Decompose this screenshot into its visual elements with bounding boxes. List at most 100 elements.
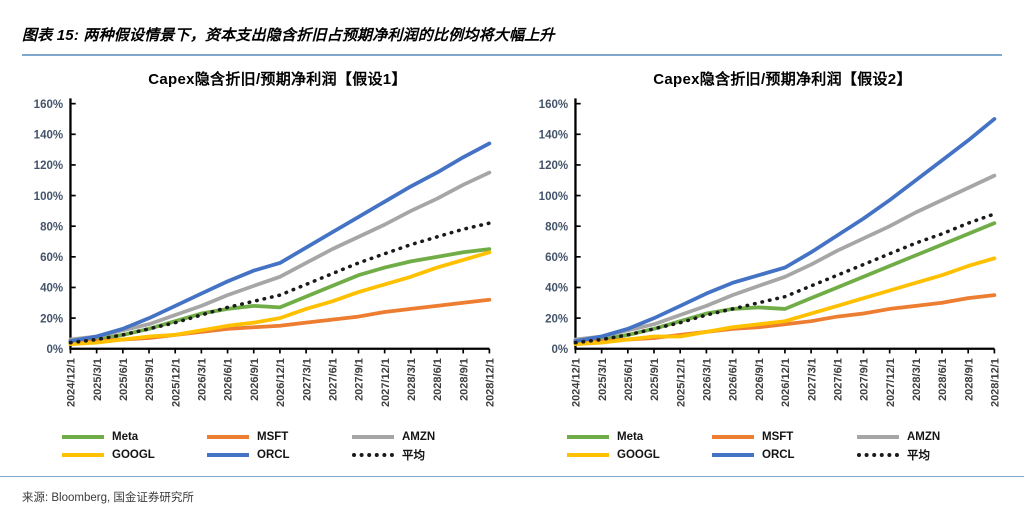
x-tick-label: 2024/12/1 [66,358,78,407]
x-tick-label: 2028/6/1 [937,358,949,401]
legend-swatch-average [352,452,394,457]
series-line-googl [573,255,997,346]
legend-swatch-average [857,452,899,457]
x-tick-label: 2027/6/1 [832,358,844,401]
axes [574,97,995,350]
legend-item-meta: Meta [62,431,207,443]
x-tick-label: 2026/3/1 [702,358,714,401]
x-tick-label: 2024/12/1 [571,358,583,407]
chart-legend-hypothesis-2: Meta MSFT AMZN GOOGL ORCL 平均 [567,431,1002,463]
chart-title-hypothesis-1: Capex隐含折旧/预期净利润【假设1】 [148,70,407,88]
y-tick-label: 80% [545,221,568,233]
legend-label-orcl: ORCL [257,448,290,461]
legend-item-average: 平均 [857,447,1002,463]
x-tick-label: 2027/12/1 [380,358,392,407]
y-tick-label: 160% [539,98,568,110]
x-tick-label: 2025/3/1 [92,358,104,401]
chart-hypothesis-2: Capex隐含折旧/预期净利润【假设2】 0% 20% 40% 60% 80% 100% 1… [521,68,1008,463]
x-tick-label: 2027/12/1 [885,358,897,407]
legend-item-amzn: AMZN [857,431,1002,443]
y-tick-label: 140% [34,129,63,141]
line-chart-hypothesis-1: 0% 20% 40% 60% 80% 100% 120% 140% 160% 2024/12/1 2… [34,97,497,407]
series-line-msft [573,292,997,345]
legend-label-meta: Meta [112,430,139,443]
source-text: 来源: Bloomberg, 国金证券研究所 [22,492,194,504]
legend-item-meta: Meta [567,431,712,443]
legend-label-msft: MSFT [257,430,289,443]
series-line-average [68,220,492,344]
chart-hypothesis-1: Capex隐含折旧/预期净利润【假设1】 0% 20% 40% 60% 80% 100% 1… [16,68,503,463]
y-tick-label: 0% [551,343,568,355]
axes [69,97,490,350]
y-tick-label: 20% [545,313,568,325]
figure-footer: 来源: Bloomberg, 国金证券研究所 [0,475,1024,519]
y-tick-label: 80% [40,221,63,233]
legend-swatch-googl [567,452,609,457]
series-line-orcl [68,141,492,343]
y-tick-label: 60% [40,252,63,264]
charts-row: Capex隐含折旧/预期净利润【假设1】 0% 20% 40% 60% 80% 100% 1… [0,68,1024,463]
legend-swatch-orcl [207,452,249,457]
legend-item-msft: MSFT [712,431,857,443]
chart-legend-hypothesis-1: Meta MSFT AMZN GOOGL ORCL 平均 [62,431,497,463]
figure-title: 图表 15: 两种假设情景下，资本支出隐含折旧占预期净利润的比例均将大幅上升 [22,27,555,44]
header-divider-line [22,54,1002,56]
series-line-googl [68,249,492,346]
x-tick-label: 2028/12/1 [485,358,497,407]
x-tick-label: 2027/6/1 [327,358,339,401]
legend-swatch-googl [62,452,104,457]
legend-item-amzn: AMZN [352,431,497,443]
x-tick-label: 2025/12/1 [675,358,687,407]
legend-item-googl: GOOGL [62,447,207,463]
footer-divider-line [0,475,1024,477]
x-tick-label: 2025/12/1 [170,358,182,407]
series-line-orcl [573,116,997,343]
y-tick-label: 40% [40,282,63,294]
x-tick-label: 2027/9/1 [354,358,366,401]
x-tick-label: 2027/9/1 [859,358,871,401]
y-tick-label: 40% [545,282,568,294]
y-tick-label: 100% [34,190,63,202]
legend-swatch-msft [712,434,754,439]
chart-title-hypothesis-2: Capex隐含折旧/预期净利润【假设2】 [653,70,912,88]
legend-label-googl: GOOGL [617,448,660,461]
legend-item-average: 平均 [352,447,497,463]
legend-label-amzn: AMZN [907,430,941,443]
x-tick-label: 2028/9/1 [963,358,975,401]
legend-item-googl: GOOGL [567,447,712,463]
x-tick-label: 2028/12/1 [990,358,1002,407]
y-tick-label: 0% [46,343,63,355]
x-tick-label: 2026/9/1 [249,358,261,401]
x-tick-label: 2026/12/1 [275,358,287,407]
legend-swatch-meta [567,434,609,439]
line-chart-hypothesis-2: 0% 20% 40% 60% 80% 100% 120% 140% 160% 2024/12/1 2… [539,97,1002,407]
series-line-average [573,211,997,344]
x-tick-label: 2025/9/1 [144,358,156,401]
legend-swatch-amzn [857,434,899,439]
legend-swatch-orcl [712,452,754,457]
legend-label-msft: MSFT [762,430,794,443]
x-tick-label: 2028/9/1 [458,358,470,401]
legend-swatch-meta [62,434,104,439]
series-line-amzn [573,173,997,341]
x-tick-label: 2025/9/1 [649,358,661,401]
legend-item-msft: MSFT [207,431,352,443]
y-tick-label: 160% [34,98,63,110]
legend-swatch-amzn [352,434,394,439]
x-tick-label: 2026/3/1 [197,358,209,401]
x-tick-label: 2026/6/1 [728,358,740,401]
legend-label-average: 平均 [907,449,930,462]
y-tick-label: 20% [40,313,63,325]
y-tick-label: 120% [34,160,63,172]
x-tick-label: 2028/3/1 [406,358,418,401]
legend-swatch-msft [207,434,249,439]
x-tick-label: 2025/6/1 [118,358,130,401]
x-tick-label: 2027/3/1 [806,358,818,401]
legend-item-orcl: ORCL [207,447,352,463]
legend-label-amzn: AMZN [402,430,436,443]
figure-header: 图表 15: 两种假设情景下，资本支出隐含折旧占预期净利润的比例均将大幅上升 [0,0,1024,56]
y-tick-label: 120% [539,160,568,172]
y-tick-label: 60% [545,252,568,264]
x-tick-label: 2028/6/1 [432,358,444,401]
